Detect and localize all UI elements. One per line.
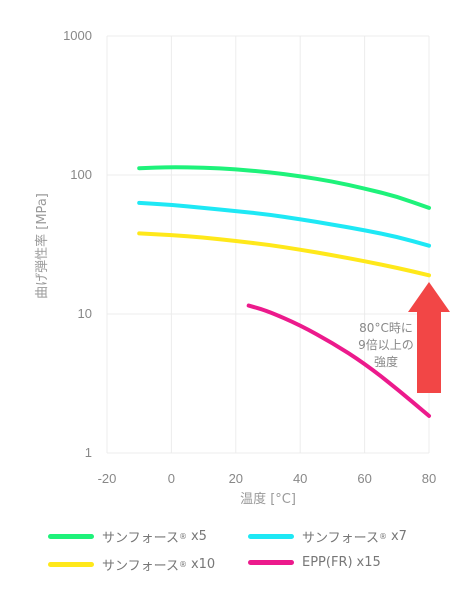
- y-axis-label: 曲げ弾性率 [MPa]: [34, 193, 50, 299]
- y-tick-label: 1: [85, 445, 92, 460]
- x-tick-label: 80: [422, 471, 436, 486]
- x-tick-label: 60: [357, 471, 371, 486]
- x-tick-label: 40: [293, 471, 307, 486]
- annotation-text: 9倍以上の: [358, 337, 414, 352]
- registered-mark: ®: [178, 560, 187, 569]
- legend-suffix-x5: x5: [190, 529, 207, 544]
- legend-swatch-x7: [248, 534, 294, 539]
- legend-swatch-eppfr: [248, 560, 294, 565]
- x-axis-ticks: -20 0 20 40 60 80: [98, 471, 437, 486]
- legend-item-x5: サンフォース ® x5: [48, 527, 207, 546]
- annotation-text: 80°C時に: [359, 321, 413, 335]
- legend-suffix-x7: x7: [390, 529, 407, 544]
- legend-item-x10: サンフォース ® x10: [48, 555, 215, 574]
- annotation-text: 強度: [374, 354, 398, 369]
- x-tick-label: 20: [229, 471, 243, 486]
- series-lines: [137, 165, 431, 418]
- annotation-arrow: [408, 282, 450, 393]
- legend-item-x7: サンフォース ® x7: [248, 527, 407, 546]
- legend-suffix-eppfr: x15: [356, 555, 381, 570]
- y-tick-label: 10: [78, 306, 92, 321]
- registered-mark: ®: [178, 532, 187, 541]
- y-tick-label: 100: [70, 167, 92, 182]
- legend-label-x5: サンフォース: [102, 531, 179, 546]
- y-axis-ticks: 1 10 100 1000: [63, 28, 92, 460]
- legend-label-x10: サンフォース: [102, 559, 179, 574]
- series-line-x15: [246, 303, 431, 418]
- x-tick-label: 0: [168, 471, 175, 486]
- legend-label-x7: サンフォース: [302, 531, 379, 546]
- series-line-x5: [137, 165, 431, 210]
- legend-suffix-x10: x10: [190, 557, 216, 572]
- x-axis-label: 温度 [°C]: [240, 491, 296, 507]
- legend-swatch-x10: [48, 562, 94, 567]
- legend-item-eppfr: EPP(FR) x15: [248, 555, 381, 570]
- registered-mark: ®: [378, 532, 387, 541]
- legend-label-eppfr: EPP(FR): [302, 555, 353, 570]
- legend-swatch-x5: [48, 534, 94, 539]
- y-tick-label: 1000: [63, 28, 92, 43]
- x-tick-label: -20: [98, 471, 117, 486]
- series-line-x7: [137, 200, 431, 248]
- series-line-x10: [137, 231, 431, 278]
